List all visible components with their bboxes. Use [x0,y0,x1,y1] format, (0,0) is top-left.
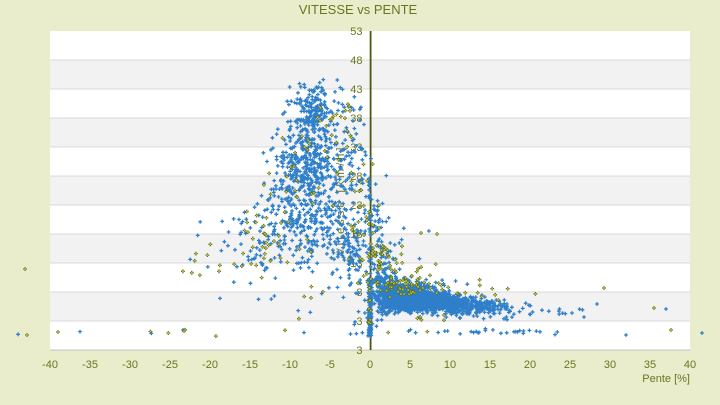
svg-text:53: 53 [350,26,362,38]
svg-text:25: 25 [564,359,576,371]
svg-text:-30: -30 [122,359,138,371]
svg-text:48: 48 [350,55,362,67]
svg-text:-15: -15 [242,359,258,371]
svg-text:10: 10 [444,359,456,371]
svg-text:20: 20 [524,359,536,371]
svg-text:-40: -40 [42,359,58,371]
svg-text:-25: -25 [162,359,178,371]
svg-text:30: 30 [604,359,616,371]
svg-text:VITESSE vs PENTE: VITESSE vs PENTE [299,2,418,17]
svg-text:3: 3 [356,345,362,357]
svg-text:3: 3 [356,316,362,328]
svg-text:35: 35 [644,359,656,371]
svg-text:15: 15 [484,359,496,371]
svg-text:-5: -5 [325,359,335,371]
svg-text:Pente [%]: Pente [%] [642,373,690,385]
svg-text:5: 5 [407,359,413,371]
svg-text:-10: -10 [282,359,298,371]
svg-text:43: 43 [350,84,362,96]
svg-text:-35: -35 [82,359,98,371]
svg-text:0: 0 [367,359,373,371]
svg-text:40: 40 [684,359,696,371]
svg-text:-20: -20 [202,359,218,371]
